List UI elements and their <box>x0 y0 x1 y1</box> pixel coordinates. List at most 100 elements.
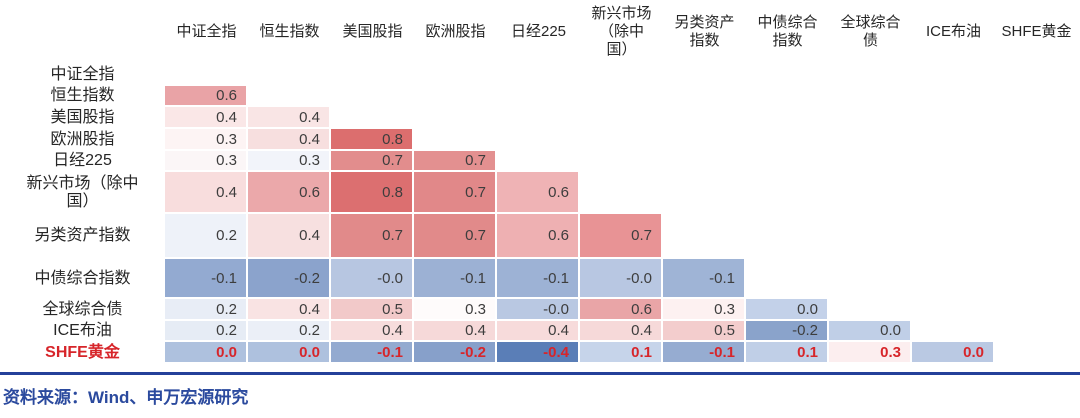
matrix-cell: 0.4 <box>414 321 497 342</box>
matrix-row: 新兴市场（除中 国） 0.4 0.6 0.8 0.7 0.6 <box>0 172 1080 214</box>
cell-value: 0.0 <box>797 300 818 318</box>
row-label: 另类资产指数 <box>34 227 131 245</box>
row-label: 新兴市场（除中 国） <box>26 174 139 210</box>
cell-value: 0.4 <box>299 108 320 126</box>
cell-value: -0.2 <box>792 322 818 339</box>
cell-value: 0.4 <box>299 227 320 244</box>
cell-value: 0.1 <box>631 343 652 361</box>
matrix-cell-empty <box>746 172 829 214</box>
column-header: SHFE黄金 <box>1001 23 1072 41</box>
cell-value: 0.3 <box>465 300 486 318</box>
matrix-cell: 0.4 <box>580 321 663 342</box>
matrix-cell-empty <box>912 321 995 342</box>
column-header: 中债综合 指数 <box>757 14 818 49</box>
matrix-cell-empty <box>165 64 248 86</box>
matrix-row: 中债综合指数 -0.1 -0.2 -0.0 -0.1 -0.1 -0.0 -0.1 <box>0 259 1080 299</box>
matrix-cell-empty <box>497 151 580 172</box>
matrix-cell-empty <box>580 86 663 107</box>
row-label: 日经225 <box>53 152 112 170</box>
matrix-cell: 0.4 <box>331 321 414 342</box>
cell-value: 0.4 <box>465 322 486 339</box>
matrix-cell: 0.4 <box>165 107 248 129</box>
cell-value: 0.6 <box>548 227 569 244</box>
matrix-cell-empty <box>829 299 912 321</box>
matrix-cell-empty <box>912 172 995 214</box>
matrix-cell: 0.6 <box>248 172 331 214</box>
cell-value: 0.4 <box>631 322 652 339</box>
matrix-cell: 0.3 <box>165 151 248 172</box>
matrix-cell-empty <box>912 129 995 151</box>
matrix-cell-empty <box>331 86 414 107</box>
cell-value: 0.5 <box>382 300 403 318</box>
matrix-cell: 0.2 <box>248 321 331 342</box>
matrix-cell-empty <box>580 64 663 86</box>
matrix-cell-empty <box>497 107 580 129</box>
matrix-cell: 0.3 <box>165 129 248 151</box>
matrix-cell-empty <box>995 151 1078 172</box>
cell-value: 0.4 <box>216 108 237 126</box>
matrix-row: 美国股指 0.4 0.4 <box>0 107 1080 129</box>
matrix-cell: 0.7 <box>331 214 414 259</box>
matrix-cell-empty <box>746 259 829 299</box>
cell-value: 0.8 <box>382 130 403 148</box>
row-label: 恒生指数 <box>50 87 115 105</box>
cell-value: 0.7 <box>465 152 486 169</box>
matrix-cell-empty <box>497 129 580 151</box>
matrix-row: SHFE黄金 0.0 0.0 -0.1 -0.2 -0.4 0.1 -0.1 0.1 0.3 0.0 <box>0 342 1080 364</box>
matrix-cell-empty <box>248 64 331 86</box>
cell-value: 0.4 <box>299 300 320 318</box>
matrix-cell-empty <box>912 151 995 172</box>
cell-value: -0.1 <box>543 269 569 287</box>
matrix-cell-empty <box>912 64 995 86</box>
matrix-cell-empty <box>746 151 829 172</box>
matrix-cell-empty <box>995 299 1078 321</box>
matrix-cell: -0.1 <box>663 259 746 299</box>
divider-line <box>0 372 1080 375</box>
cell-value: -0.1 <box>211 269 237 287</box>
matrix-cell-empty <box>248 86 331 107</box>
matrix-cell: -0.0 <box>331 259 414 299</box>
cell-value: -0.0 <box>626 269 652 287</box>
matrix-cell: 0.1 <box>746 342 829 364</box>
cell-value: -0.2 <box>460 343 486 361</box>
cell-value: 0.7 <box>465 227 486 244</box>
cell-value: 0.2 <box>216 322 237 339</box>
cell-value: 0.2 <box>216 300 237 318</box>
cell-value: 0.4 <box>382 322 403 339</box>
row-label: 全球综合债 <box>42 300 123 318</box>
matrix-cell: -0.2 <box>746 321 829 342</box>
matrix-cell-empty <box>746 86 829 107</box>
cell-value: 0.3 <box>216 130 237 148</box>
matrix-cell: 0.3 <box>248 151 331 172</box>
cell-value: 0.6 <box>216 87 237 104</box>
matrix-cell-empty <box>829 172 912 214</box>
matrix-cell: 0.6 <box>580 299 663 321</box>
cell-value: 0.0 <box>963 343 984 361</box>
matrix-cell: 0.0 <box>829 321 912 342</box>
cell-value: -0.1 <box>709 269 735 287</box>
matrix-cell: 0.4 <box>165 172 248 214</box>
cell-value: 0.6 <box>299 183 320 201</box>
matrix-cell-empty <box>663 214 746 259</box>
cell-value: 0.8 <box>382 183 403 201</box>
matrix-cell: 0.7 <box>414 172 497 214</box>
cell-value: 0.3 <box>216 152 237 169</box>
matrix-cell-empty <box>663 172 746 214</box>
cell-value: 0.2 <box>299 322 320 339</box>
cell-value: -0.1 <box>460 269 486 287</box>
cell-value: 0.5 <box>714 322 735 339</box>
matrix-cell: 0.1 <box>580 342 663 364</box>
cell-value: -0.0 <box>543 300 569 318</box>
matrix-row: 恒生指数 0.6 <box>0 86 1080 107</box>
matrix-cell-empty <box>580 172 663 214</box>
column-header: 新兴市场 （除中 国） <box>591 5 652 58</box>
matrix-cell-empty <box>995 321 1078 342</box>
cell-value: 0.0 <box>880 322 901 339</box>
matrix-cell-empty <box>746 129 829 151</box>
column-header: ICE布油 <box>925 23 981 41</box>
matrix-cell-empty <box>912 107 995 129</box>
row-label: ICE布油 <box>53 322 112 340</box>
header-spacer <box>0 0 165 64</box>
row-label: 中证全指 <box>50 65 115 83</box>
matrix-cell: -0.1 <box>165 259 248 299</box>
